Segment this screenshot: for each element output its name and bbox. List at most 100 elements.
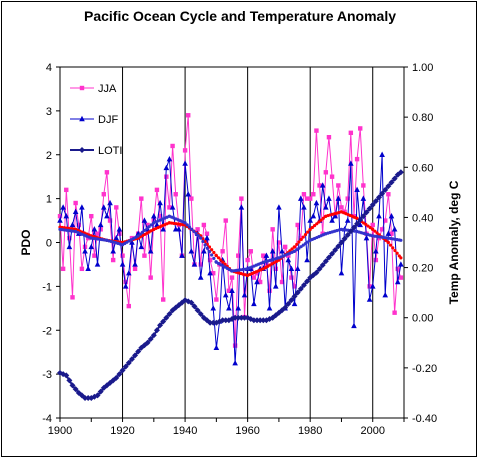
y-tick-label: 0 [46, 238, 52, 250]
series-point [128, 356, 135, 363]
series-point [197, 274, 204, 280]
series-point [373, 257, 379, 263]
series-point [348, 130, 354, 136]
series-point [254, 271, 260, 276]
series-point [116, 226, 123, 232]
series-point [214, 254, 218, 258]
series-point [204, 231, 210, 236]
series-point [107, 199, 113, 206]
series-point [291, 300, 298, 307]
series-point [116, 371, 123, 378]
series-point [313, 269, 320, 276]
series-point [250, 317, 257, 324]
series-point [375, 194, 382, 201]
series-point [113, 374, 120, 381]
series-point [313, 199, 320, 206]
y-tick-label: 2 [46, 150, 52, 162]
series-point [126, 303, 131, 309]
series-point [389, 231, 394, 236]
series-point [213, 344, 220, 350]
series-point [76, 222, 81, 228]
series-point [297, 240, 301, 244]
series-point [170, 143, 175, 149]
series-point [398, 261, 404, 267]
legend: JJA DJF LOTI [70, 83, 122, 157]
series-point [371, 227, 375, 231]
series-point [169, 204, 176, 210]
series-point [357, 216, 364, 223]
series-point [382, 291, 389, 298]
series-point [307, 196, 313, 201]
series-point [363, 209, 370, 216]
series-point [241, 314, 248, 321]
series-point [210, 319, 217, 326]
series-point [232, 343, 238, 348]
series-point [207, 270, 213, 276]
series-point [350, 224, 357, 231]
series-point [64, 187, 69, 193]
series-point [319, 182, 326, 188]
series-point [279, 248, 285, 254]
series-point [323, 170, 329, 175]
series-point [198, 262, 203, 267]
series-point [63, 212, 70, 219]
series-point [332, 212, 338, 219]
series-point [319, 262, 326, 269]
series-point [123, 279, 128, 285]
series-point [299, 237, 303, 242]
series-point [319, 218, 323, 222]
series-point [257, 317, 264, 324]
y2-tick-label: -0.20 [412, 363, 437, 375]
series-point [285, 300, 292, 307]
series-point [373, 248, 379, 254]
series-point [147, 225, 151, 229]
series-point [294, 265, 301, 272]
series-point [195, 227, 200, 232]
series-point [329, 174, 335, 179]
series-point [144, 339, 151, 346]
series-point [149, 223, 153, 227]
series-point [394, 278, 401, 285]
series-point [69, 382, 76, 389]
series-point [125, 359, 132, 366]
series-point [361, 183, 366, 188]
series-point [194, 307, 201, 314]
y-tick-label: 3 [46, 106, 52, 118]
series-point [194, 231, 198, 236]
series-point [395, 251, 399, 255]
series-point [369, 201, 376, 208]
series-point [303, 233, 308, 237]
series-point [70, 295, 75, 300]
series-layer [57, 113, 404, 401]
series-point [357, 221, 364, 228]
series-point [163, 164, 170, 171]
series-point [388, 179, 395, 186]
series-point [282, 304, 289, 311]
y2-tick-label: -0.40 [412, 413, 437, 425]
series-point [126, 270, 132, 276]
series-point [66, 243, 73, 250]
series-point [166, 155, 173, 162]
y2-tick-label: 0.80 [412, 112, 433, 124]
series-point [345, 196, 350, 201]
series-point [82, 394, 89, 401]
series-point [391, 175, 398, 182]
series-point [210, 305, 217, 311]
series-point [301, 204, 307, 210]
series-point [358, 126, 363, 131]
series-point [329, 250, 336, 257]
series-point [326, 195, 332, 201]
series-point [341, 235, 348, 242]
series-point [354, 186, 360, 193]
series-point [391, 226, 398, 232]
series-point [251, 300, 257, 307]
series-point [94, 261, 101, 267]
series-point [325, 254, 332, 261]
y-axis-label-left: PDO [19, 229, 33, 255]
series-point [254, 278, 260, 285]
series-point [297, 285, 304, 292]
series-point [382, 186, 389, 193]
series-point [57, 217, 63, 223]
y2-tick-label: 0.00 [412, 313, 433, 325]
series-point [385, 183, 392, 190]
